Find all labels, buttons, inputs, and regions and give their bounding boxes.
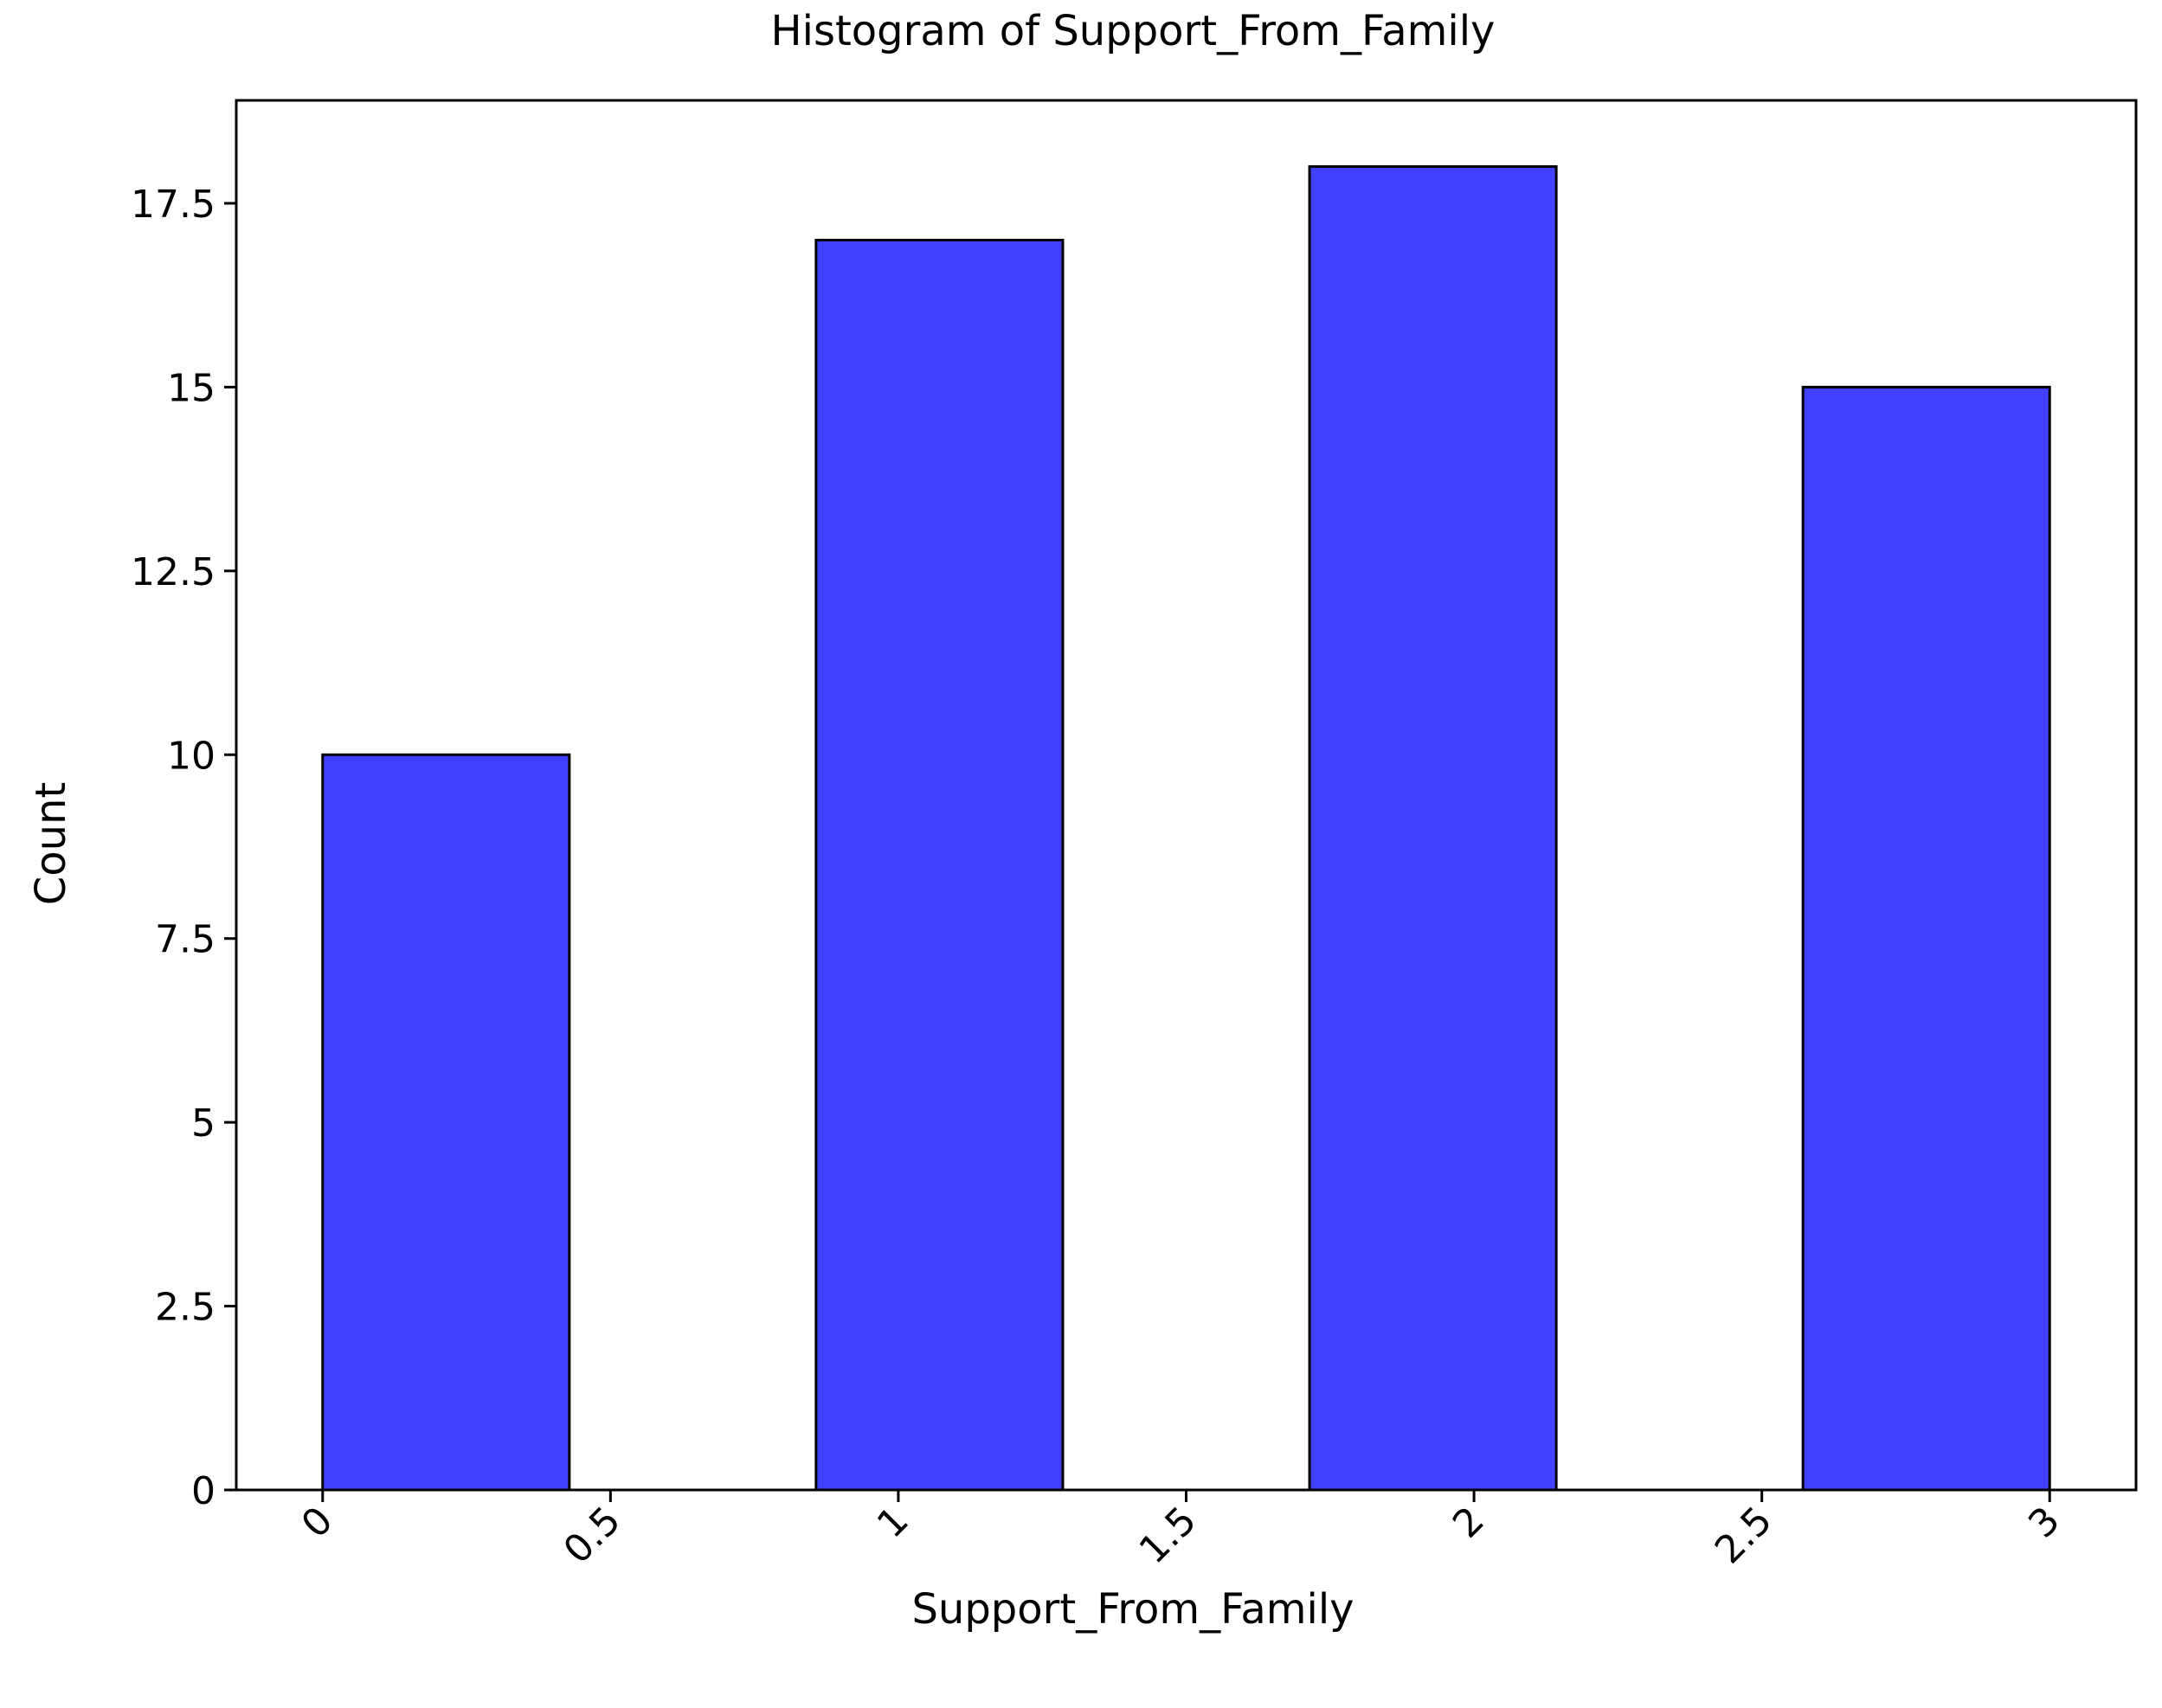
x-tick-label: 0 xyxy=(293,1499,342,1547)
histogram-bar xyxy=(1308,164,1558,1492)
y-axis-label: Count xyxy=(27,782,75,906)
bars-group xyxy=(321,164,2051,1492)
y-axis-ticks: 0 2.5 5 7.5 10 12.5 15 17.5 xyxy=(131,183,236,1513)
histogram-bar xyxy=(814,238,1065,1492)
chart-title: Histogram of Support_From_Family xyxy=(771,7,1496,55)
x-axis-ticks: 0 0.5 1 1.5 2 2.5 3 xyxy=(293,1490,2069,1572)
x-tick-label: 2.5 xyxy=(1707,1499,1781,1573)
y-tick-label: 10 xyxy=(167,734,216,778)
x-tick-label: 3 xyxy=(2020,1499,2069,1547)
histogram-bar xyxy=(1801,385,2051,1492)
x-tick-label: 2 xyxy=(1445,1499,1493,1547)
histogram-bar xyxy=(321,753,571,1492)
y-tick-label: 12.5 xyxy=(131,550,216,594)
x-tick-label: 1 xyxy=(869,1499,917,1547)
y-tick-label: 15 xyxy=(167,366,216,410)
y-tick-label: 7.5 xyxy=(155,918,216,962)
y-tick-label: 17.5 xyxy=(131,183,216,227)
x-axis-label: Support_From_Family xyxy=(911,1585,1354,1634)
y-tick-label: 2.5 xyxy=(155,1286,216,1330)
y-tick-label: 5 xyxy=(191,1101,216,1146)
x-tick-label: 1.5 xyxy=(1131,1499,1206,1573)
x-tick-label: 0.5 xyxy=(556,1499,630,1573)
y-tick-label: 0 xyxy=(191,1469,216,1513)
